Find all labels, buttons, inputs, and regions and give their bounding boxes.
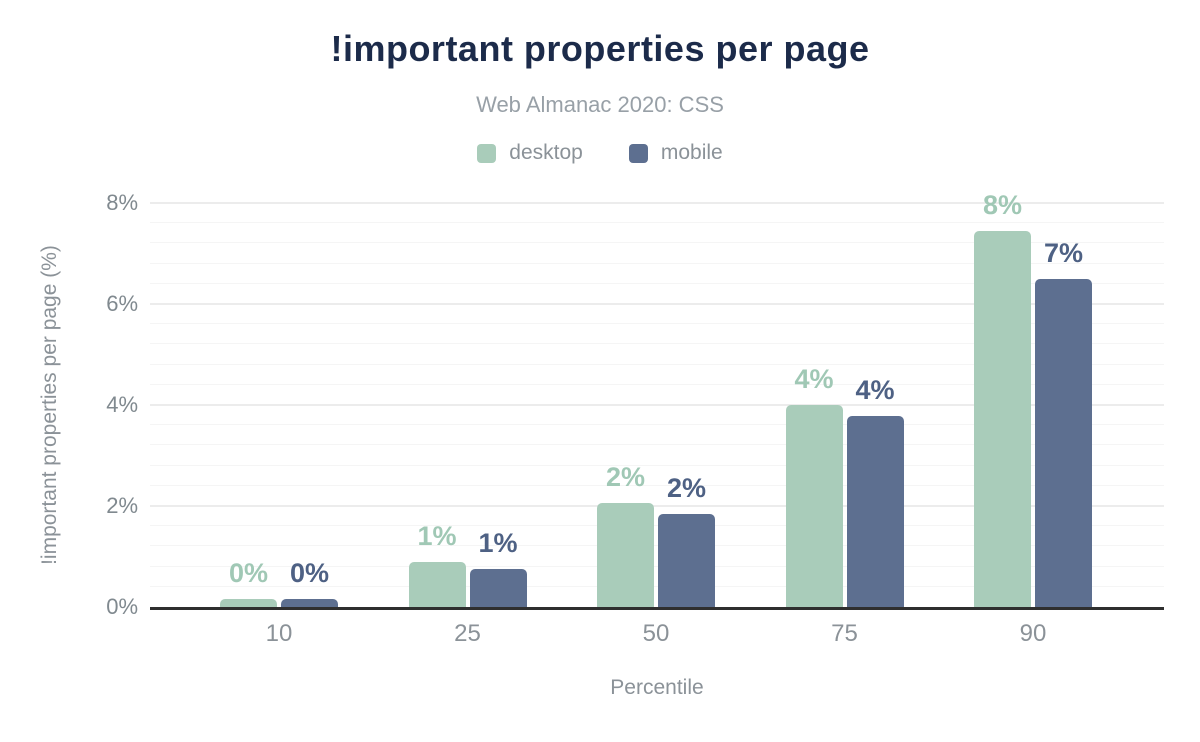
bar-mobile-p90[interactable] <box>1035 278 1092 607</box>
bar-label-desktop-p90: 8% <box>982 189 1023 220</box>
gridline-minor <box>150 545 1164 547</box>
x-tick-10: 10 <box>265 620 293 647</box>
gridline-minor <box>150 242 1164 244</box>
legend-swatch-mobile <box>628 143 648 163</box>
legend-swatch-desktop <box>477 143 497 163</box>
gridline-minor <box>150 363 1164 365</box>
bar-label-mobile-p90: 7% <box>1043 237 1084 268</box>
gridline-minor <box>150 343 1164 345</box>
y-axis-ticks: 0% 2% 4% 6% 8% <box>0 190 138 619</box>
x-tick-90: 90 <box>1019 620 1047 647</box>
gridline-major <box>150 202 1164 204</box>
chart-title: !important properties per page <box>330 28 870 69</box>
bar-mobile-p25[interactable] <box>469 569 527 607</box>
gridline-minor <box>150 444 1164 446</box>
gridline-major <box>150 303 1164 305</box>
gridline-minor <box>150 464 1164 466</box>
bar-mobile-p50[interactable] <box>658 513 715 607</box>
gridline-minor <box>150 424 1164 426</box>
bar-desktop-p25[interactable] <box>408 561 466 607</box>
bar-desktop-p10[interactable] <box>220 599 277 607</box>
legend-label-desktop: desktop <box>509 141 583 164</box>
bar-label-mobile-p10: 0% <box>289 558 330 589</box>
bar-mobile-p75[interactable] <box>846 416 904 607</box>
bar-desktop-p90[interactable] <box>974 230 1031 607</box>
gridline-minor <box>150 383 1164 385</box>
gridline-minor <box>150 323 1164 325</box>
gridline-minor <box>150 525 1164 527</box>
gridline-minor <box>150 565 1164 567</box>
legend-label-mobile: mobile <box>660 141 723 164</box>
x-axis-line <box>150 607 1164 610</box>
gridline-minor <box>150 585 1164 587</box>
legend-item-mobile[interactable]: mobile <box>628 141 723 165</box>
bar-label-mobile-p25: 1% <box>478 528 518 559</box>
gridline-minor <box>150 484 1164 486</box>
gridline-major <box>150 505 1164 507</box>
bar-desktop-p75[interactable] <box>785 405 843 607</box>
y-tick-6: 6% <box>106 291 138 316</box>
x-tick-75: 75 <box>831 620 858 647</box>
legend: desktop mobile <box>0 141 1200 165</box>
bar-label-mobile-p75: 4% <box>855 375 895 406</box>
bar-label-mobile-p50: 2% <box>666 472 707 503</box>
chart-subtitle: Web Almanac 2020: CSS <box>476 92 724 117</box>
x-tick-25: 25 <box>454 620 481 647</box>
legend-item-desktop[interactable]: desktop <box>477 141 583 165</box>
y-tick-2: 2% <box>106 493 138 518</box>
bar-mobile-p10[interactable] <box>281 599 338 607</box>
bar-label-desktop-p50: 2% <box>605 462 646 493</box>
gridline-major <box>150 404 1164 406</box>
y-tick-0: 0% <box>106 594 138 619</box>
y-tick-8: 8% <box>106 190 138 215</box>
bar-label-desktop-p25: 1% <box>417 520 457 551</box>
plot-area: 0% 0% 10 1% 1% 25 2% 2% 50 4% 4% 75 8% 7% 90 <box>150 190 1164 647</box>
gridline-minor <box>150 222 1164 224</box>
x-axis-title: Percentile <box>610 676 704 699</box>
bar-desktop-p50[interactable] <box>597 503 654 607</box>
bar-label-desktop-p75: 4% <box>794 364 834 394</box>
bar-label-desktop-p10: 0% <box>228 558 269 589</box>
x-tick-50: 50 <box>642 620 670 647</box>
y-tick-4: 4% <box>106 392 138 417</box>
gridline-minor <box>150 262 1164 264</box>
gridline-minor <box>150 282 1164 284</box>
